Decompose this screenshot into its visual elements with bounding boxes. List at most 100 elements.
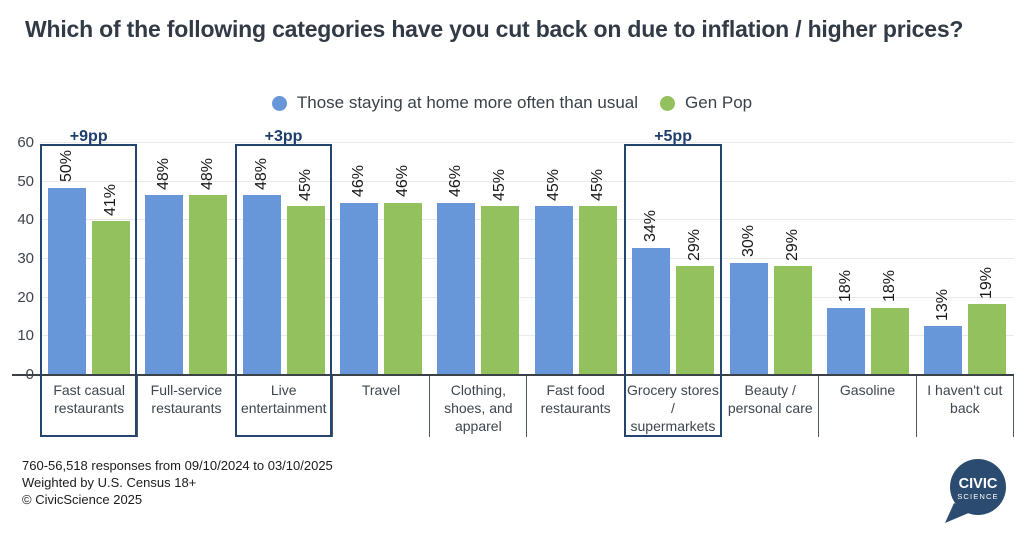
bar-column: 18% — [826, 143, 865, 375]
category-label-line: Travel — [361, 382, 401, 398]
category-label: Fast food restaurants — [526, 376, 623, 437]
bar-green — [870, 307, 909, 375]
category-group: 30% 29% — [722, 143, 819, 375]
y-axis-tick-40: 40 — [17, 211, 34, 229]
category-group: 48% 45% — [235, 143, 332, 375]
gridline-60 — [40, 142, 1014, 143]
category-group: 50% 41% — [40, 143, 137, 375]
logo-text-top: CIVIC — [959, 476, 998, 492]
category-label-line: restaurants — [54, 400, 125, 416]
bar-column: 30% — [729, 143, 768, 375]
source-note-line1: 760-56,518 responses from 09/10/2024 to … — [22, 458, 333, 473]
bar-column: 41% — [91, 143, 130, 375]
plot-area: 50% 41% 48% 48% 48% 45% 46% 46% 46% 45% 45% 45% 34% 2… — [40, 142, 1014, 375]
category-label-line: entertainment — [240, 400, 327, 416]
category-label-line: back — [950, 400, 980, 416]
bar-column: 29% — [773, 143, 812, 375]
bar-green — [676, 266, 715, 375]
bar-column: 48% — [189, 143, 228, 375]
bar-column: 13% — [924, 143, 963, 375]
bar-green — [189, 195, 228, 375]
category-label-line: Beauty / — [744, 382, 796, 398]
category-label-line: Gasoline — [839, 382, 896, 398]
bar-value-label: 45% — [544, 169, 562, 202]
category-label-line: Live — [270, 382, 297, 398]
bar-column: 48% — [242, 143, 281, 375]
y-axis-tick-0: 0 — [25, 366, 34, 383]
bar-column: 45% — [578, 143, 617, 375]
category-label: Travel — [331, 376, 429, 437]
gridline-50 — [40, 180, 1014, 182]
bar-blue — [729, 262, 768, 375]
category-group: 46% 46% — [332, 143, 429, 375]
category-label: Beauty / personal care — [721, 376, 818, 437]
bar-value-label: 41% — [101, 184, 119, 217]
category-label-line: restaurants — [151, 400, 222, 416]
y-axis-tick-50: 50 — [17, 172, 34, 190]
bar-value-label: 48% — [252, 157, 270, 190]
category-group: 18% 18% — [819, 143, 916, 375]
category-group: 48% 48% — [137, 143, 234, 375]
bar-value-label: 46% — [349, 165, 367, 198]
bar-value-label: 46% — [393, 165, 411, 198]
category-label: Fast casual restaurants — [40, 376, 137, 437]
bar-column: 45% — [286, 143, 325, 375]
source-note-line2: Weighted by U.S. Census 18+ — [22, 475, 197, 490]
category-label-line: Clothing, — [450, 382, 506, 398]
bar-column: 46% — [437, 143, 476, 375]
category-label: Full-service restaurants — [137, 376, 234, 437]
category-group: 34% 29% — [624, 143, 721, 375]
bar-green — [578, 206, 617, 375]
bar-value-label: 45% — [588, 169, 606, 202]
category-label-line: shoes, and — [444, 400, 513, 416]
category-group: 45% 45% — [527, 143, 624, 375]
bar-column: 29% — [676, 143, 715, 375]
bar-value-label: 18% — [836, 270, 854, 303]
category-label-line: Grocery stores — [627, 382, 719, 398]
bar-blue — [632, 247, 671, 375]
bar-green — [481, 206, 520, 375]
civicscience-logo-icon: CIVIC SCIENCE — [945, 459, 1006, 523]
category-label: Live entertainment — [234, 376, 332, 437]
civicscience-logo: CIVIC SCIENCE — [938, 457, 1016, 536]
bar-blue — [437, 202, 476, 375]
source-note-line3: © CivicScience 2025 — [22, 492, 143, 507]
bar-value-label: 50% — [57, 150, 75, 183]
category-label-line: Fast food — [546, 382, 605, 398]
bar-value-label: 18% — [880, 270, 898, 303]
bar-value-label: 34% — [642, 210, 660, 243]
gridline-40 — [40, 219, 1014, 221]
bar-blue — [826, 307, 865, 375]
category-label-line: personal care — [727, 400, 813, 416]
bar-value-label: 30% — [739, 225, 757, 258]
category-label-row: Fast casual restaurants Full-service restau… — [40, 376, 1014, 437]
bar-column: 46% — [339, 143, 378, 375]
legend: Those staying at home more often than us… — [0, 93, 1024, 113]
logo-text-bottom: SCIENCE — [957, 492, 998, 501]
bar-blue — [924, 326, 963, 375]
logo-speech-tail — [945, 503, 971, 523]
bar-value-label: 48% — [155, 157, 173, 190]
bar-column: 48% — [145, 143, 184, 375]
bar-value-label: 46% — [447, 165, 465, 198]
y-axis-tick-60: 60 — [17, 134, 34, 151]
x-axis-line — [12, 374, 1014, 376]
bar-column: 19% — [968, 143, 1007, 375]
bar-column: 18% — [870, 143, 909, 375]
y-axis-tick-20: 20 — [17, 288, 34, 306]
category-label-line: supermarkets — [630, 418, 716, 434]
legend-swatch-blue-icon — [271, 95, 287, 111]
legend-label-series1: Those staying at home more often than us… — [296, 93, 639, 112]
bar-value-label: 13% — [934, 289, 952, 322]
bar-value-label: 45% — [491, 169, 509, 202]
category-group: 46% 45% — [430, 143, 527, 375]
y-axis-tick-10: 10 — [17, 327, 34, 345]
source-note: 760-56,518 responses from 09/10/2024 to … — [22, 457, 333, 508]
category-label-line: Fast casual — [53, 382, 125, 398]
bar-value-label: 19% — [978, 266, 996, 299]
bar-blue — [145, 195, 184, 375]
bar-blue — [242, 195, 281, 375]
category-label-line: restaurants — [540, 400, 611, 416]
category-label: Clothing, shoes, and apparel — [429, 376, 526, 437]
